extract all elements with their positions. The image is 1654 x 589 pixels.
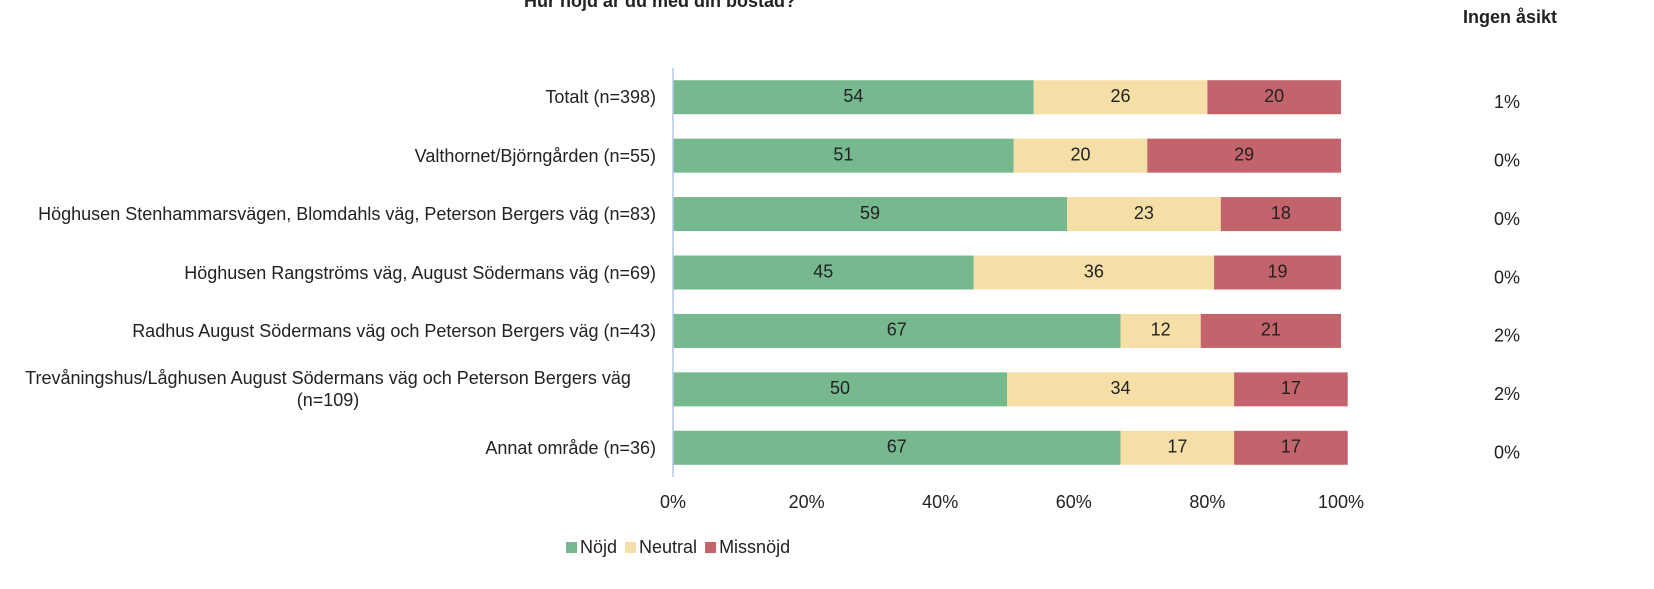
x-tick-label: 40% — [922, 492, 958, 512]
x-tick-label: 20% — [789, 492, 825, 512]
side-column-value: 0% — [1494, 443, 1520, 463]
bar-segment — [673, 430, 1121, 465]
category-text: Trevåningshus/Låghusen August Södermans … — [25, 368, 631, 411]
bar-segment — [673, 138, 1014, 173]
x-tick-label: 60% — [1056, 492, 1092, 512]
legend-label: Missnöjd — [719, 537, 790, 557]
category-label: Höghusen Stenhammarsvägen, Blomdahls väg… — [0, 185, 656, 243]
x-tick-label: 100% — [1318, 492, 1364, 512]
bar-segment — [673, 197, 1068, 232]
category-label: Annat område (n=36) — [0, 419, 656, 477]
legend-label: Neutral — [639, 537, 697, 557]
side-column-value: 0% — [1494, 267, 1520, 287]
category-text: Annat område (n=36) — [485, 437, 656, 458]
data-label: 17 — [1281, 437, 1301, 457]
data-label: 45 — [813, 261, 833, 281]
chart-title: Hur nöjd är du med din bostad? — [524, 0, 796, 11]
bar-segment — [1013, 138, 1148, 173]
bar-segment — [1207, 80, 1341, 115]
legend-swatch — [625, 542, 637, 553]
data-label: 17 — [1167, 437, 1187, 457]
legend-swatch — [705, 542, 717, 553]
x-tick-label: 0% — [660, 492, 686, 512]
bar-segment — [1007, 372, 1235, 407]
data-label: 17 — [1281, 378, 1301, 398]
category-text: Höghusen Stenhammarsvägen, Blomdahls väg… — [38, 204, 656, 225]
bar-segment — [1200, 313, 1341, 348]
data-label: 12 — [1151, 320, 1171, 340]
bar-segment — [1120, 430, 1235, 465]
category-label: Valthornet/Björngården (n=55) — [0, 127, 656, 185]
bar-segment — [673, 80, 1034, 115]
bar-segment — [673, 313, 1121, 348]
data-label: 54 — [843, 86, 863, 106]
category-text: Totalt (n=398) — [545, 87, 656, 108]
data-label: 18 — [1271, 203, 1291, 223]
data-label: 34 — [1111, 378, 1131, 398]
bar-segment — [1067, 197, 1221, 232]
data-label: 19 — [1268, 261, 1288, 281]
bar-segment — [673, 255, 974, 290]
data-label: 50 — [830, 378, 850, 398]
data-label: 67 — [887, 320, 907, 340]
bar-segment — [673, 372, 1007, 407]
data-label: 67 — [887, 437, 907, 457]
data-label: 20 — [1264, 86, 1284, 106]
legend-swatch — [566, 542, 577, 553]
bar-segment — [1234, 430, 1348, 465]
data-label: 59 — [860, 203, 880, 223]
data-label: 26 — [1111, 86, 1131, 106]
side-column-value: 2% — [1494, 326, 1520, 346]
data-label: 23 — [1134, 203, 1154, 223]
category-text: Höghusen Rangströms väg, August Söderman… — [184, 262, 656, 283]
data-label: 36 — [1084, 261, 1104, 281]
bar-segment — [1033, 80, 1208, 115]
category-text: Valthornet/Björngården (n=55) — [414, 145, 656, 166]
data-label: 29 — [1234, 144, 1254, 164]
bar-segment — [1120, 313, 1201, 348]
bar-segment — [1147, 138, 1341, 173]
bar-segment — [973, 255, 1215, 290]
x-tick-label: 80% — [1189, 492, 1225, 512]
data-label: 21 — [1261, 320, 1281, 340]
category-label: Totalt (n=398) — [0, 68, 656, 126]
category-label: Höghusen Rangströms väg, August Söderman… — [0, 244, 656, 302]
side-column-value: 1% — [1494, 92, 1520, 112]
category-label: Trevåningshus/Låghusen August Södermans … — [0, 360, 656, 418]
bar-segment — [1220, 197, 1341, 232]
data-label: 20 — [1070, 144, 1090, 164]
category-text: Radhus August Södermans väg och Peterson… — [132, 320, 656, 341]
side-column-title: Ingen åsikt — [1463, 7, 1557, 27]
data-label: 51 — [833, 144, 853, 164]
category-label: Radhus August Södermans väg och Peterson… — [0, 302, 656, 360]
side-column-value: 0% — [1494, 150, 1520, 170]
bar-segment — [1214, 255, 1341, 290]
legend-label: Nöjd — [580, 537, 617, 557]
bar-segment — [1234, 372, 1348, 407]
side-column-value: 0% — [1494, 209, 1520, 229]
side-column-value: 2% — [1494, 384, 1520, 404]
